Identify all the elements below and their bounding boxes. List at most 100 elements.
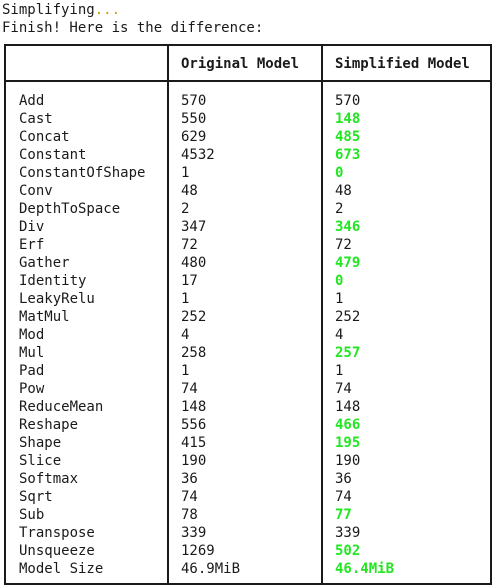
op-name-cell: Unsqueeze [19, 542, 95, 560]
original-count-cell: 148 [181, 398, 206, 416]
status-line-simplifying: Simplifying... [2, 1, 120, 19]
original-count-cell: 78 [181, 506, 198, 524]
table-row: Conv 48 48 [6, 182, 490, 200]
difference-table: Original Model Simplified Model Add 570 57… [4, 44, 492, 585]
simplified-count-cell: 77 [335, 506, 352, 524]
simplified-count-cell: 4 [335, 326, 343, 344]
op-name-cell: Concat [19, 128, 70, 146]
simplified-count-cell: 46.4MiB [335, 560, 394, 578]
original-count-cell: 1 [181, 290, 189, 308]
original-count-cell: 258 [181, 344, 206, 362]
original-count-cell: 17 [181, 272, 198, 290]
simplified-count-cell: 479 [335, 254, 360, 272]
op-name-cell: Gather [19, 254, 70, 272]
original-count-cell: 36 [181, 470, 198, 488]
original-count-cell: 1269 [181, 542, 215, 560]
simplified-count-cell: 466 [335, 416, 360, 434]
op-name-cell: Identity [19, 272, 86, 290]
table-row: Transpose 339 339 [6, 524, 490, 542]
original-count-cell: 570 [181, 92, 206, 110]
op-name-cell: Transpose [19, 524, 95, 542]
simplified-count-cell: 74 [335, 488, 352, 506]
table-row: Concat 629 485 [6, 128, 490, 146]
original-count-cell: 629 [181, 128, 206, 146]
table-row: ConstantOfShape 1 0 [6, 164, 490, 182]
table-row: Div 347 346 [6, 218, 490, 236]
table-row: Shape 415 195 [6, 434, 490, 452]
op-name-cell: Conv [19, 182, 53, 200]
op-name-cell: Erf [19, 236, 44, 254]
simplified-count-cell: 148 [335, 110, 360, 128]
original-count-cell: 252 [181, 308, 206, 326]
table-row: MatMul 252 252 [6, 308, 490, 326]
simplified-count-cell: 257 [335, 344, 360, 362]
table-body: Add 570 570 Cast 550 148 Concat 629 485 Constant 4… [6, 82, 490, 578]
op-name-cell: Softmax [19, 470, 78, 488]
original-count-cell: 1 [181, 362, 189, 380]
original-count-cell: 339 [181, 524, 206, 542]
op-name-cell: Pad [19, 362, 44, 380]
simplified-count-cell: 48 [335, 182, 352, 200]
op-name-cell: ConstantOfShape [19, 164, 145, 182]
table-row: Slice 190 190 [6, 452, 490, 470]
table-row: Reshape 556 466 [6, 416, 490, 434]
simplified-count-cell: 0 [335, 164, 343, 182]
op-name-cell: Div [19, 218, 44, 236]
op-name-cell: Add [19, 92, 44, 110]
op-name-cell: Shape [19, 434, 61, 452]
op-name-cell: ReduceMean [19, 398, 103, 416]
table-row: ReduceMean 148 148 [6, 398, 490, 416]
table-row: Softmax 36 36 [6, 470, 490, 488]
simplified-count-cell: 0 [335, 272, 343, 290]
table-row: Add 570 570 [6, 92, 490, 110]
simplified-count-cell: 346 [335, 218, 360, 236]
op-name-cell: Model Size [19, 560, 103, 578]
table-row: Model Size 46.9MiB 46.4MiB [6, 560, 490, 578]
simplified-count-cell: 72 [335, 236, 352, 254]
header-simplified-model: Simplified Model [335, 46, 470, 80]
table-row: LeakyRelu 1 1 [6, 290, 490, 308]
table-row: Cast 550 148 [6, 110, 490, 128]
op-name-cell: Cast [19, 110, 53, 128]
original-count-cell: 1 [181, 164, 189, 182]
original-count-cell: 347 [181, 218, 206, 236]
original-count-cell: 72 [181, 236, 198, 254]
original-count-cell: 190 [181, 452, 206, 470]
original-count-cell: 556 [181, 416, 206, 434]
op-name-cell: MatMul [19, 308, 70, 326]
original-count-cell: 2 [181, 200, 189, 218]
table-row: Sub 78 77 [6, 506, 490, 524]
original-count-cell: 415 [181, 434, 206, 452]
table-row: DepthToSpace 2 2 [6, 200, 490, 218]
op-name-cell: Sub [19, 506, 44, 524]
original-count-cell: 74 [181, 488, 198, 506]
simplified-count-cell: 673 [335, 146, 360, 164]
table-row: Sqrt 74 74 [6, 488, 490, 506]
table-header: Original Model Simplified Model [6, 46, 490, 82]
table-row: Erf 72 72 [6, 236, 490, 254]
simplified-count-cell: 36 [335, 470, 352, 488]
op-name-cell: Mul [19, 344, 44, 362]
simplified-count-cell: 1 [335, 290, 343, 308]
simplified-count-cell: 195 [335, 434, 360, 452]
simplified-count-cell: 252 [335, 308, 360, 326]
simplified-count-cell: 1 [335, 362, 343, 380]
op-name-cell: DepthToSpace [19, 200, 120, 218]
op-name-cell: Reshape [19, 416, 78, 434]
status-line-finish: Finish! Here is the difference: [2, 19, 263, 37]
simplified-count-cell: 485 [335, 128, 360, 146]
progress-dots: ... [95, 2, 120, 18]
op-name-cell: Mod [19, 326, 44, 344]
original-count-cell: 480 [181, 254, 206, 272]
table-row: Pad 1 1 [6, 362, 490, 380]
table-row: Unsqueeze 1269 502 [6, 542, 490, 560]
original-count-cell: 4 [181, 326, 189, 344]
original-count-cell: 74 [181, 380, 198, 398]
simplified-count-cell: 74 [335, 380, 352, 398]
table-row: Identity 17 0 [6, 272, 490, 290]
table-row: Constant 4532 673 [6, 146, 490, 164]
simplified-count-cell: 2 [335, 200, 343, 218]
table-row: Mod 4 4 [6, 326, 490, 344]
simplified-count-cell: 190 [335, 452, 360, 470]
